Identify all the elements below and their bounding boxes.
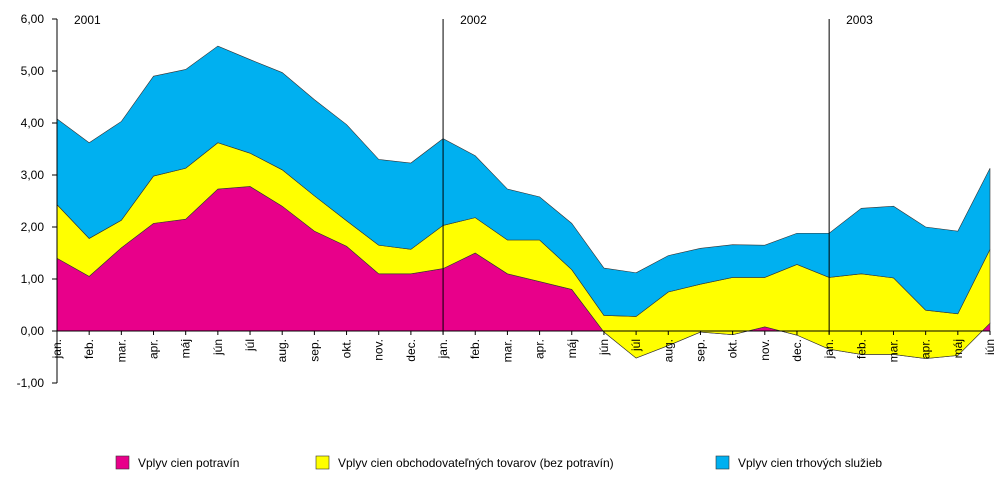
legend-label: Vplyv cien obchodovateľných tovarov (bez…	[338, 456, 614, 470]
x-tick-label: júl	[629, 339, 643, 352]
year-label: 2003	[846, 13, 873, 27]
x-tick-label: nov.	[758, 339, 772, 361]
x-tick-label: máj	[565, 339, 579, 358]
x-tick-label: jan.	[50, 339, 64, 359]
area	[56, 45, 991, 317]
x-tick-label: feb.	[468, 339, 482, 359]
x-tick-label: okt.	[340, 339, 354, 358]
x-tick-label: jún	[597, 339, 611, 356]
x-tick-label: apr.	[919, 339, 933, 359]
x-tick-label: sep.	[693, 339, 707, 362]
y-tick-label: 0,00	[21, 324, 45, 338]
legend-swatch	[315, 455, 330, 470]
x-tick-label: jún	[983, 339, 994, 356]
legend-swatch	[715, 455, 730, 470]
y-tick-label: 2,00	[21, 220, 45, 234]
x-tick-label: apr.	[147, 339, 161, 359]
x-tick-label: apr.	[533, 339, 547, 359]
x-tick-label: feb.	[854, 339, 868, 359]
x-tick-label: jan.	[822, 339, 836, 359]
x-tick-label: aug.	[275, 339, 289, 362]
year-label: 2002	[460, 13, 487, 27]
x-tick-label: mar.	[114, 339, 128, 362]
y-tick-label: 1,00	[21, 272, 45, 286]
x-tick-label: máj	[179, 339, 193, 358]
x-tick-label: dec.	[790, 339, 804, 362]
x-tick-label: aug.	[661, 339, 675, 362]
x-tick-label: feb.	[82, 339, 96, 359]
x-tick-label: mar.	[500, 339, 514, 362]
x-tick-label: jún	[211, 339, 225, 356]
x-tick-label: júl	[243, 339, 257, 352]
x-tick-label: nov.	[372, 339, 386, 361]
y-tick-label: 3,00	[21, 168, 45, 182]
x-tick-label: mar.	[886, 339, 900, 362]
legend-swatch	[115, 455, 130, 470]
y-tick-label: 4,00	[21, 116, 45, 130]
legend-label: Vplyv cien trhových služieb	[738, 456, 882, 470]
year-label: 2001	[74, 13, 101, 27]
legend-label: Vplyv cien potravín	[138, 456, 239, 470]
x-tick-label: jan.	[436, 339, 450, 359]
x-tick-label: sep.	[307, 339, 321, 362]
y-tick-label: 5,00	[21, 64, 45, 78]
y-tick-label: 6,00	[21, 12, 45, 26]
x-tick-label: máj	[951, 339, 965, 358]
x-tick-label: dec.	[404, 339, 418, 362]
y-tick-label: -1,00	[17, 376, 45, 390]
x-tick-label: okt.	[726, 339, 740, 358]
